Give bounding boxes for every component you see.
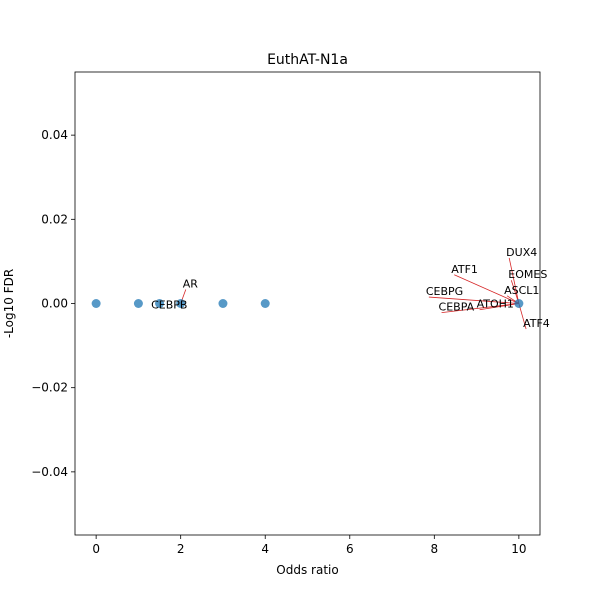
- y-tick-label: 0.02: [41, 212, 68, 226]
- data-point: [91, 299, 101, 308]
- annotation-connector: [508, 257, 520, 304]
- annotation-connector: [479, 303, 519, 311]
- y-axis-label: -Log10 FDR: [2, 269, 16, 338]
- point-annotation: CEBPG: [426, 285, 463, 298]
- data-point: [133, 299, 143, 308]
- point-annotation: ASCL1: [504, 284, 539, 297]
- point-annotation: CEBPA: [439, 301, 475, 314]
- x-tick-label: 8: [430, 542, 438, 556]
- data-point: [176, 299, 186, 308]
- annotation-connector: [428, 296, 519, 304]
- point-annotation: EOMES: [508, 268, 547, 281]
- marks-layer: AR CEBPB DUX4 ATF1 EOMES ASCL1 CEBPG CEBPA ATOH1…: [91, 246, 550, 330]
- annotation-connector: [454, 274, 520, 304]
- data-point: [218, 299, 228, 308]
- x-tick-label: 10: [511, 542, 526, 556]
- data-point: [155, 299, 165, 308]
- annotation-connector: [441, 303, 519, 314]
- data-point: [260, 299, 270, 308]
- x-tick-label: 2: [177, 542, 185, 556]
- x-tick-label: 0: [92, 542, 100, 556]
- y-axis: −0.04 −0.02 0.00 0.02 0.04: [31, 128, 75, 479]
- point-annotation: ATF4: [523, 317, 550, 330]
- x-tick-label: 6: [346, 542, 354, 556]
- point-annotation: DUX4: [506, 246, 537, 259]
- y-tick-label: −0.02: [31, 381, 68, 395]
- data-point: [514, 299, 524, 308]
- point-annotation: CEBPB: [151, 299, 187, 312]
- y-tick-label: 0.00: [41, 297, 68, 311]
- x-axis-label: Odds ratio: [276, 563, 338, 577]
- y-tick-label: 0.04: [41, 128, 68, 142]
- point-annotation: AR: [183, 278, 199, 291]
- x-axis: 0 2 4 6 8 10: [92, 535, 527, 556]
- chart-title: EuthAT-N1a: [267, 52, 348, 68]
- y-tick-label: −0.04: [31, 465, 68, 479]
- point-annotation: ATF1: [451, 263, 478, 276]
- point-annotation: ATOH1: [477, 298, 514, 311]
- x-tick-label: 4: [261, 542, 269, 556]
